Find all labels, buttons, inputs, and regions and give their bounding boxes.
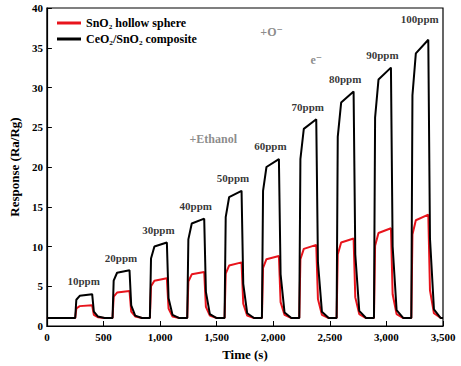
svg-text:Response (Ra/Rg): Response (Ra/Rg) [7, 117, 22, 216]
svg-text:1,000: 1,000 [148, 331, 173, 343]
svg-text:2,000: 2,000 [261, 331, 286, 343]
svg-text:70ppm: 70ppm [292, 101, 324, 113]
svg-text:0: 0 [44, 331, 50, 343]
svg-text:+O⁻: +O⁻ [260, 25, 283, 39]
svg-text:10ppm: 10ppm [67, 275, 99, 287]
svg-text:80ppm: 80ppm [329, 73, 361, 85]
svg-text:+Ethanol: +Ethanol [189, 132, 237, 146]
svg-text:10: 10 [32, 241, 44, 253]
svg-text:30ppm: 30ppm [142, 224, 174, 236]
svg-text:40ppm: 40ppm [180, 200, 212, 212]
svg-text:3,000: 3,000 [374, 331, 399, 343]
svg-text:90ppm: 90ppm [366, 49, 398, 61]
svg-text:3,500: 3,500 [431, 331, 456, 343]
svg-text:5: 5 [37, 280, 43, 292]
svg-text:0: 0 [37, 320, 43, 332]
svg-text:CeO₂/SnO₂ composite: CeO₂/SnO₂ composite [86, 32, 198, 46]
svg-text:100ppm: 100ppm [401, 13, 439, 25]
svg-text:20ppm: 20ppm [105, 252, 137, 264]
svg-text:e⁻: e⁻ [310, 53, 322, 67]
svg-text:50ppm: 50ppm [217, 172, 249, 184]
svg-text:15: 15 [32, 201, 44, 213]
svg-text:1,500: 1,500 [204, 331, 229, 343]
svg-text:Time (s): Time (s) [222, 347, 268, 362]
svg-text:25: 25 [32, 121, 44, 133]
svg-text:30: 30 [32, 82, 44, 94]
svg-text:40: 40 [32, 2, 44, 14]
svg-text:500: 500 [95, 331, 112, 343]
svg-text:2,500: 2,500 [317, 331, 342, 343]
svg-text:20: 20 [32, 161, 44, 173]
svg-text:35: 35 [32, 42, 44, 54]
svg-text:SnO₂ hollow sphere: SnO₂ hollow sphere [86, 16, 187, 30]
svg-text:60ppm: 60ppm [254, 140, 286, 152]
